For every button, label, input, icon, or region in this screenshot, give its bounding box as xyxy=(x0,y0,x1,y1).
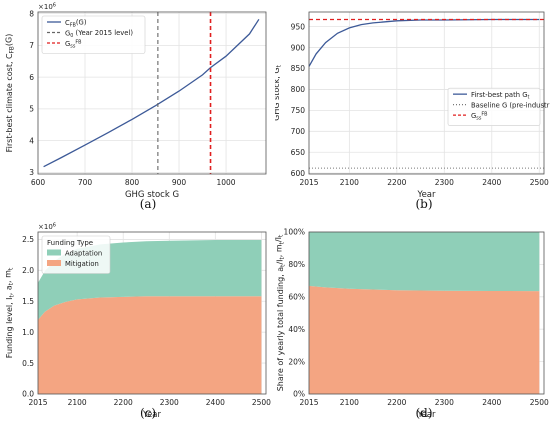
x-tick-label: 2100 xyxy=(68,398,87,407)
x-tick-label: 2015 xyxy=(299,398,318,407)
y-multiplier: ×106 xyxy=(38,2,56,11)
legend: Funding Type Adaptation Mitigation xyxy=(41,235,111,274)
y-tick-label: 0% xyxy=(293,390,305,399)
legend-label: G0 (Year 2015 level) xyxy=(65,29,133,39)
y-tick-label: 800 xyxy=(291,85,306,94)
legend-title: Funding Type xyxy=(47,239,93,247)
x-tick-label: 2400 xyxy=(482,178,501,187)
legend-label: CFB(G) xyxy=(65,18,87,28)
x-tick-label: 2500 xyxy=(252,398,271,407)
y-tick-label: 6 xyxy=(29,73,34,82)
x-tick-label: 2200 xyxy=(114,398,133,407)
y-tick-label: 2.0 xyxy=(22,266,34,275)
y-tick-label: 2.5 xyxy=(22,235,34,244)
x-tick-label: 2200 xyxy=(387,398,406,407)
legend-label: Baseline G (pre-industrial) xyxy=(471,102,550,110)
x-tick-label: 2100 xyxy=(340,178,359,187)
x-axis-label: Year xyxy=(142,410,162,420)
x-tick-label: 2300 xyxy=(435,398,454,407)
plot-frame xyxy=(308,231,545,395)
x-tick-label: 600 xyxy=(31,178,46,187)
legend-box xyxy=(447,87,541,126)
chart-b: 2015 2100 2200 2300 2400 2500 600 650 700 750 800 8… xyxy=(275,11,550,200)
plot-frame xyxy=(37,231,267,395)
y-axis-label: Funding level, It, at, mt xyxy=(4,267,16,358)
x-tick-label: 900 xyxy=(172,178,187,187)
y-tick-label: 100% xyxy=(284,228,305,237)
series-line xyxy=(43,18,260,168)
panel-caption: (a) xyxy=(139,197,157,211)
y-tick-label: 60% xyxy=(288,293,305,302)
x-tick-label: 2400 xyxy=(482,398,501,407)
x-tick-label: 2400 xyxy=(206,398,225,407)
legend-label: Mitigation xyxy=(65,260,99,268)
area-band xyxy=(309,232,540,292)
x-tick-label: 1000 xyxy=(216,178,235,187)
x-axis-label: Year xyxy=(417,410,437,420)
y-tick-label: 80% xyxy=(288,260,305,269)
x-tick-label: 2015 xyxy=(28,398,47,407)
area-band xyxy=(38,296,262,394)
x-axis-label: Year xyxy=(417,190,437,200)
y-tick-label: 0.5 xyxy=(22,359,34,368)
legend-label: Adaptation xyxy=(65,250,102,258)
y-tick-label: 4 xyxy=(29,136,34,145)
legend: CFB(G)G0 (Year 2015 level)GssFB xyxy=(41,15,146,54)
y-tick-label: 900 xyxy=(291,43,306,52)
y-tick-label: 700 xyxy=(291,127,306,136)
legend-box xyxy=(41,15,146,54)
panel-caption: (b) xyxy=(415,197,433,211)
y-multiplier: ×106 xyxy=(38,222,56,231)
y-axis-label: Share of yearly total funding, at/It, mt… xyxy=(275,234,287,391)
y-tick-label: 850 xyxy=(291,64,306,73)
y-tick-label: 3 xyxy=(29,168,34,177)
legend: First-best path Gt Baseline G (pre-indust… xyxy=(447,87,550,126)
panel-caption: (d) xyxy=(415,406,433,420)
x-axis-label: GHG stock G xyxy=(125,190,179,200)
x-tick-label: 2200 xyxy=(387,178,406,187)
legend-swatch xyxy=(47,260,61,266)
chart-c: 2015 2100 2200 2300 2400 2500 0.0 0.5 1.0 1.5 2.0 2… xyxy=(4,222,272,420)
x-tick-label: 2015 xyxy=(299,178,318,187)
y-tick-label: 1.5 xyxy=(22,297,34,306)
area-band xyxy=(309,285,540,394)
chart-a: 600 700 800 900 1000 3 4 5 6 7 8 ×106 GHG stock G Fir… xyxy=(4,2,267,200)
x-tick-label: 2500 xyxy=(530,398,549,407)
y-tick-label: 1.0 xyxy=(22,328,34,337)
x-tick-label: 700 xyxy=(78,178,93,187)
y-tick-label: 0.0 xyxy=(22,390,34,399)
y-tick-label: 7 xyxy=(29,41,34,50)
y-tick-label: 750 xyxy=(291,106,306,115)
plot-frame xyxy=(308,11,545,175)
y-tick-label: 5 xyxy=(29,105,34,114)
x-tick-label: 2100 xyxy=(340,398,359,407)
x-tick-label: 2300 xyxy=(435,178,454,187)
legend-swatch xyxy=(47,249,61,256)
y-tick-label: 40% xyxy=(288,325,305,334)
x-tick-label: 800 xyxy=(125,178,140,187)
y-tick-label: 650 xyxy=(291,148,306,157)
legend-label: First-best path Gt xyxy=(471,91,530,100)
legend-label: GssFB xyxy=(65,40,82,50)
x-tick-label: 2300 xyxy=(160,398,179,407)
y-tick-label: 950 xyxy=(291,22,306,31)
y-axis-label: GHG stock, Gt xyxy=(275,64,283,120)
panel-caption: (c) xyxy=(139,406,157,420)
chart-d: 2015 2100 2200 2300 2400 2500 0% 20% 40% 60% 80% 10… xyxy=(275,228,549,420)
legend-label: GssFB xyxy=(471,112,488,122)
y-tick-label: 20% xyxy=(288,357,305,366)
y-tick-label: 600 xyxy=(291,169,306,178)
y-axis-label: First-best climate cost, CFB(G) xyxy=(4,34,15,153)
y-tick-label: 8 xyxy=(29,9,34,18)
x-tick-label: 2500 xyxy=(530,178,549,187)
plot-frame xyxy=(37,11,267,175)
